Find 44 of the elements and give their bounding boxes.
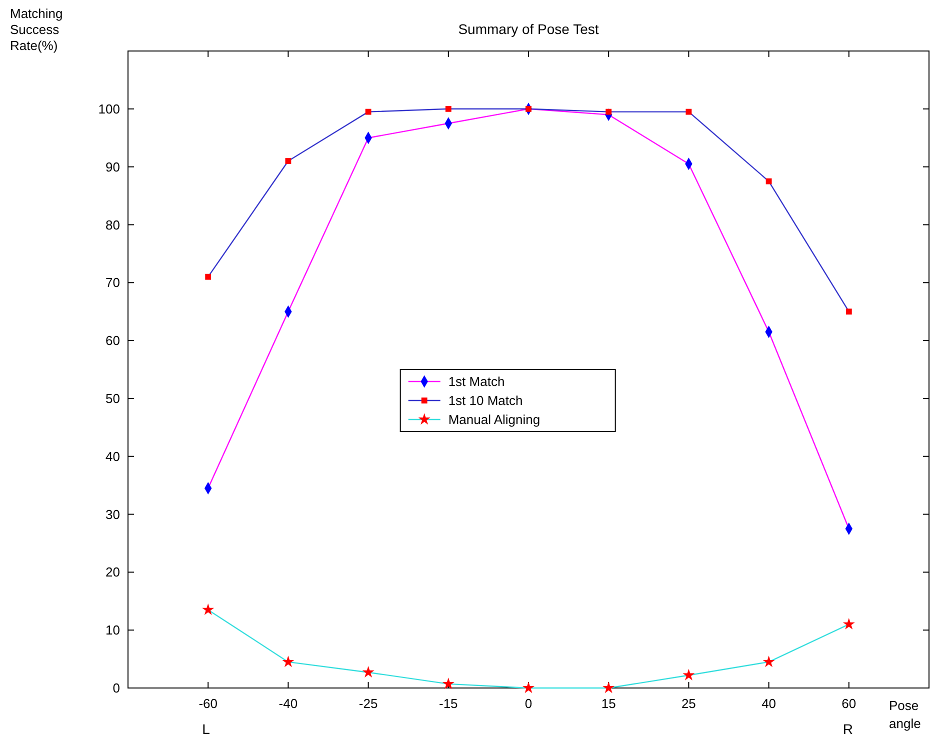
x-tick-label: -60: [198, 696, 218, 711]
text: R: [842, 721, 854, 737]
point: [202, 603, 214, 615]
point: [682, 668, 695, 680]
y-axis-title: Matching Success Rate(%): [10, 6, 63, 53]
point: [842, 618, 855, 630]
y-tick-label: 80: [106, 217, 120, 232]
y-tick-label: 0: [112, 680, 120, 696]
point: [282, 656, 294, 668]
legend-label: 1st 10 Match: [448, 393, 523, 408]
y-tick-label: 10: [106, 622, 120, 638]
point: [602, 682, 615, 694]
point: [766, 178, 772, 184]
x-axis-title: Pose angle: [889, 698, 921, 731]
point: [522, 682, 535, 694]
x-tick-label: -40: [278, 696, 298, 711]
point: [846, 308, 852, 315]
point: [442, 678, 454, 690]
y-tick-label: 20: [106, 564, 120, 580]
y-tick-label: 30: [106, 506, 120, 522]
y-tick-label: 70: [106, 275, 120, 290]
point: [365, 108, 372, 115]
x-tick-label: -25: [358, 696, 378, 711]
x-tick-label: 60: [842, 696, 856, 711]
point: [445, 106, 452, 112]
chart-title: Summary of Pose Test: [458, 21, 599, 37]
point: [762, 656, 775, 668]
x-tick-label: 15: [601, 696, 616, 711]
x-tick-label: 25: [681, 696, 696, 711]
point: [285, 158, 292, 164]
y-tick-label: 40: [106, 448, 120, 464]
y-tick-label: 60: [106, 333, 120, 348]
legend-label: 1st Match: [448, 374, 505, 390]
x-tick-label: 40: [762, 696, 776, 711]
legend-label: Manual Aligning: [448, 412, 540, 428]
point: [362, 666, 374, 678]
y-tick-label: 90: [106, 159, 120, 174]
point: [686, 108, 692, 115]
point: [205, 274, 212, 280]
x-tick-label: 0: [524, 696, 532, 711]
y-tick-label: 50: [106, 391, 120, 406]
text: L: [202, 721, 210, 737]
x-tick-label: -15: [439, 696, 458, 711]
y-tick-label: 100: [98, 101, 120, 116]
